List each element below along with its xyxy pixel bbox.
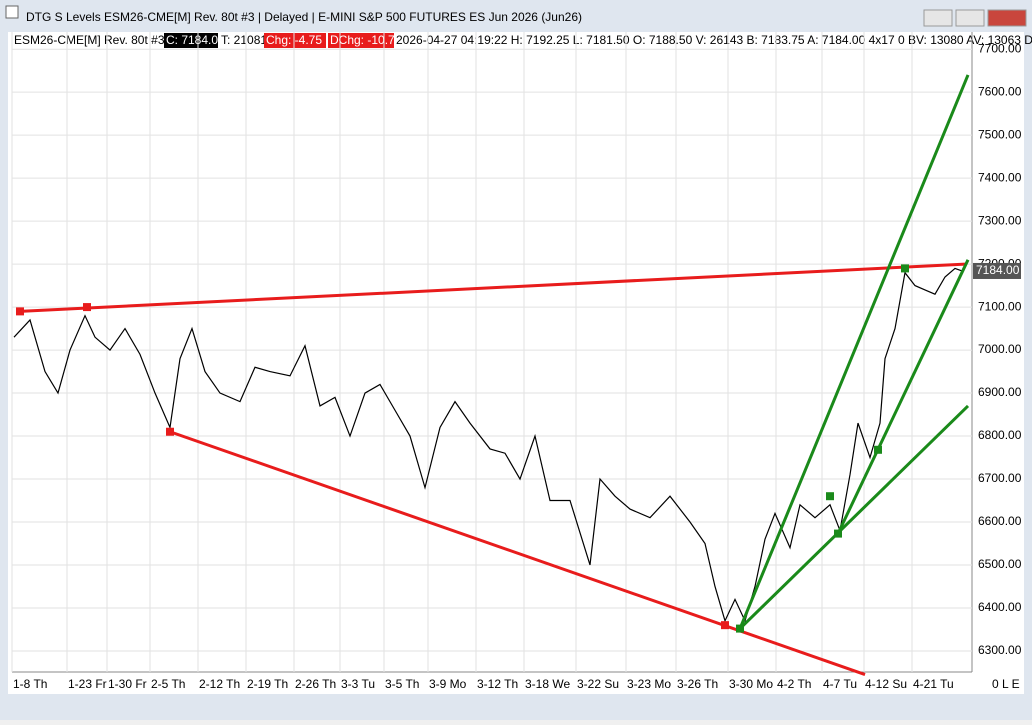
close-box — [164, 33, 218, 48]
anchor-marker — [16, 307, 24, 316]
x-tick-label: 3-3 Tu — [341, 677, 375, 691]
trend-line — [19, 262, 966, 313]
info-rest: 2026-04-27 04:19:22 H: 7192.25 L: 7181.5… — [396, 33, 1032, 47]
anchor-marker — [834, 529, 842, 538]
anchor-marker — [721, 621, 729, 630]
window-title: DTG S Levels ESM26-CME[M] Rev. 80t #3 | … — [26, 10, 582, 24]
x-tick-label: 2-26 Th — [295, 677, 336, 691]
y-tick-label: 6400.00 — [978, 600, 1022, 614]
y-tick-label: 7400.00 — [978, 170, 1022, 184]
y-tick-label: 6900.00 — [978, 385, 1022, 399]
x-tick-label: 2-12 Th — [199, 677, 240, 691]
trend-line — [738, 74, 970, 630]
x-tick-label: 1-30 Fr — [108, 677, 147, 691]
anchor-marker — [874, 445, 882, 454]
x-tick-label: 3-9 Mo — [429, 677, 467, 691]
y-tick-label: 6300.00 — [978, 643, 1022, 657]
last-price-label: 7184.00 — [976, 263, 1020, 277]
y-tick-label: 7700.00 — [978, 41, 1022, 55]
x-tick-label: 4-2 Th — [777, 677, 811, 691]
chg-box — [264, 33, 326, 48]
chart-area — [8, 32, 1024, 694]
anchor-marker — [166, 427, 174, 436]
minimize-button[interactable] — [923, 9, 953, 27]
y-tick-label: 6700.00 — [978, 471, 1022, 485]
price-line — [13, 267, 963, 623]
y-tick-label: 7000.00 — [978, 342, 1022, 356]
y-tick-label: 7300.00 — [978, 213, 1022, 227]
info-ticks: T: 21081 — [221, 33, 267, 47]
info-close: C: 7184.00 — [166, 33, 225, 47]
y-tick-label: 6600.00 — [978, 514, 1022, 528]
x-tick-label: 4-7 Tu — [823, 677, 857, 691]
y-tick-label: 7600.00 — [978, 84, 1022, 98]
app-icon — [5, 5, 19, 19]
y-tick-label: 6800.00 — [978, 428, 1022, 442]
close-button[interactable] — [987, 9, 1027, 27]
anchor-marker — [901, 264, 909, 273]
x-tick-label: 3-26 Th — [677, 677, 718, 691]
x-tick-label: 1-8 Th — [13, 677, 47, 691]
info-dchg: DChg: -10.75 — [330, 33, 402, 47]
x-tick-label: 3-18 We — [525, 677, 570, 691]
info-symbol: ESM26-CME[M] Rev. 80t #3 — [14, 33, 165, 47]
x-tick-label: 3-23 Mo — [627, 677, 671, 691]
x-tick-label: 4-21 Tu — [913, 677, 954, 691]
dchg-box — [328, 33, 394, 48]
last-price-box — [973, 262, 1021, 279]
x-tick-label: 3-30 Mo — [729, 677, 773, 691]
x-tick-label: 3-22 Su — [577, 677, 619, 691]
trend-line — [738, 404, 970, 630]
x-tick-label: 2-19 Th — [247, 677, 288, 691]
anchor-marker — [736, 624, 744, 633]
y-tick-label: 6500.00 — [978, 557, 1022, 571]
x-tick-label: 1-23 Fr — [68, 677, 107, 691]
x-tick-label: 3-12 Th — [477, 677, 518, 691]
status: 0 L E — [992, 677, 1020, 691]
trend-line — [169, 430, 866, 676]
x-tick-label: 4-12 Su — [865, 677, 907, 691]
maximize-button[interactable] — [955, 9, 985, 27]
trend-line — [836, 259, 970, 535]
x-tick-label: 3-5 Th — [385, 677, 419, 691]
anchor-marker — [83, 303, 91, 312]
y-tick-label: 7500.00 — [978, 127, 1022, 141]
y-tick-label: 7100.00 — [978, 299, 1022, 313]
anchor-marker — [826, 492, 834, 501]
x-tick-label: 2-5 Th — [151, 677, 185, 691]
